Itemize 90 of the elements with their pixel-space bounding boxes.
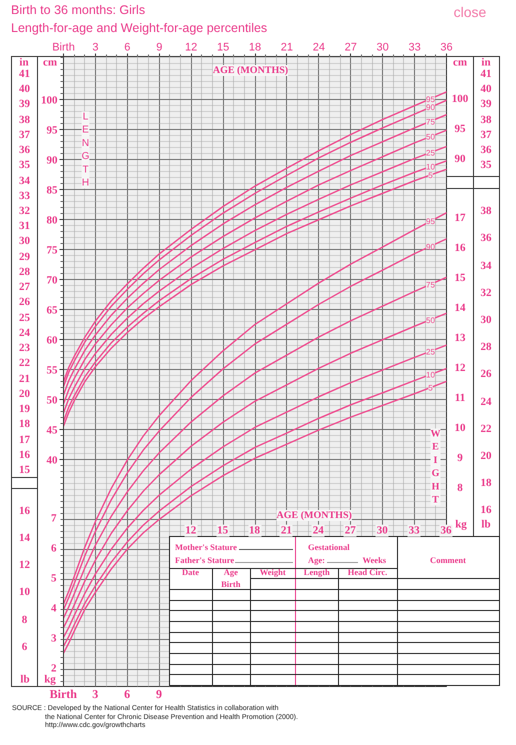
- y-tick-label: 45: [46, 424, 58, 437]
- series-label: 95: [426, 94, 436, 104]
- series-label: 25: [426, 148, 436, 158]
- x-tick-label: 33: [408, 524, 421, 537]
- y-tick-label: 50: [46, 394, 58, 407]
- text: 38 36 34 32 30 28 26 24 22 20 18 16: [480, 205, 492, 516]
- annotation: Comment: [429, 554, 467, 566]
- annotation: Birth: [220, 578, 242, 590]
- series-label: 90: [426, 242, 436, 252]
- chart-title: Birth to 36 months: Girls: [10, 2, 146, 18]
- text: close: [452, 4, 488, 20]
- text: kg: [43, 673, 57, 686]
- annotation: Mother's Stature: [174, 542, 238, 553]
- x-tick-label: 21: [280, 524, 293, 537]
- text: 41 40 39 38 37 36 35: [480, 66, 492, 174]
- y2-tick-label: 7: [50, 512, 58, 526]
- x2-tick-label: 21: [280, 42, 294, 54]
- x-tick-label: 27: [344, 524, 357, 537]
- y2-tick-label: 3: [50, 632, 58, 646]
- annotation: Age: [222, 567, 239, 578]
- text: cm: [452, 56, 468, 69]
- annotation: Age:: [307, 554, 326, 566]
- annotation: Father's Stature: [174, 554, 236, 566]
- y-axis-title: cm: [42, 56, 58, 69]
- y-tick-label: 55: [46, 364, 58, 377]
- annotation: WEIGHT: [430, 428, 440, 506]
- annotation: Length: [302, 567, 331, 578]
- y-tick-label: 70: [46, 274, 58, 287]
- annotation: Weeks: [362, 554, 388, 566]
- x2-tick-label: 27: [344, 42, 357, 54]
- y2-tick-label: 5: [50, 572, 58, 586]
- series-label: 10: [426, 370, 436, 380]
- text: lb: [19, 673, 31, 686]
- x2-tick-label: 15: [216, 42, 230, 54]
- x2-axis-title: AGE (MONTHS): [212, 65, 288, 76]
- chart-subtitle: Length-for-age and Weight-for-age percentiles: [10, 20, 268, 36]
- x2-tick-label: 36: [440, 42, 453, 54]
- text: 100 95 90: [452, 93, 468, 166]
- series-label: 5: [428, 384, 434, 393]
- y-tick-label: 80: [46, 214, 58, 227]
- y-tick-label: 85: [46, 184, 58, 197]
- series-label: 50: [426, 316, 436, 325]
- text: in: [18, 56, 30, 69]
- y-tick-label: 75: [46, 244, 58, 257]
- x2-tick-label: 24: [312, 42, 325, 54]
- y2-tick-label: 6: [50, 542, 58, 556]
- series-label: 75: [426, 117, 436, 126]
- x2-tick-label: 6: [124, 42, 130, 54]
- x2-tick-label: 33: [408, 42, 421, 54]
- text: in: [480, 56, 492, 69]
- x-tick-label: 30: [376, 524, 389, 537]
- text: 3: [91, 687, 100, 702]
- series-label: 25: [426, 347, 436, 356]
- x-tick-label: 24: [312, 524, 325, 537]
- series-label: 5: [428, 171, 434, 180]
- series-label: 50: [426, 132, 436, 142]
- x2-tick-label: 30: [376, 42, 389, 54]
- y-tick-label: 95: [46, 124, 58, 137]
- y2-tick-label: 4: [50, 602, 58, 616]
- text: 6: [123, 687, 132, 702]
- x-tick-label: 36: [440, 524, 452, 537]
- x-axis-title: AGE (MONTHS): [276, 510, 352, 521]
- y-tick-label: 90: [46, 154, 58, 167]
- series-label: 90: [426, 103, 436, 112]
- y-tick-label: 40: [46, 454, 58, 467]
- x2-tick-label: Birth: [52, 42, 75, 54]
- x2-tick-label: 3: [92, 42, 98, 54]
- y2-tick-label: 2: [51, 662, 58, 675]
- annotation: Date: [181, 567, 200, 578]
- annotation: LENGTH: [82, 112, 90, 188]
- text: kg: [454, 518, 468, 531]
- text: 9: [155, 687, 163, 702]
- text: lb: [480, 518, 492, 531]
- annotation: Weight: [258, 567, 287, 578]
- series-label: 95: [426, 217, 436, 226]
- x2-tick-label: 9: [156, 42, 162, 54]
- x-tick-label: 18: [248, 524, 261, 537]
- text: Birth: [48, 687, 78, 702]
- text: 41 40 39 38 37 36 35 34 33 32 31 30 29 28 27 26 25 24 23 22 21 20 19 18 17 16 15: [19, 68, 30, 476]
- annotation: Gestational: [307, 542, 351, 552]
- y-tick-label: 65: [46, 304, 58, 317]
- x2-tick-label: 18: [248, 42, 262, 54]
- x-tick-label: 12: [184, 524, 198, 537]
- x-tick-label: 15: [216, 524, 230, 537]
- y-tick-label: 100: [41, 94, 58, 107]
- y-tick-label: 60: [46, 334, 58, 347]
- series-label: 10: [426, 162, 436, 172]
- x2-tick-label: 12: [185, 42, 198, 54]
- series-label: 75: [426, 280, 436, 290]
- annotation: Head Circ.: [346, 567, 388, 578]
